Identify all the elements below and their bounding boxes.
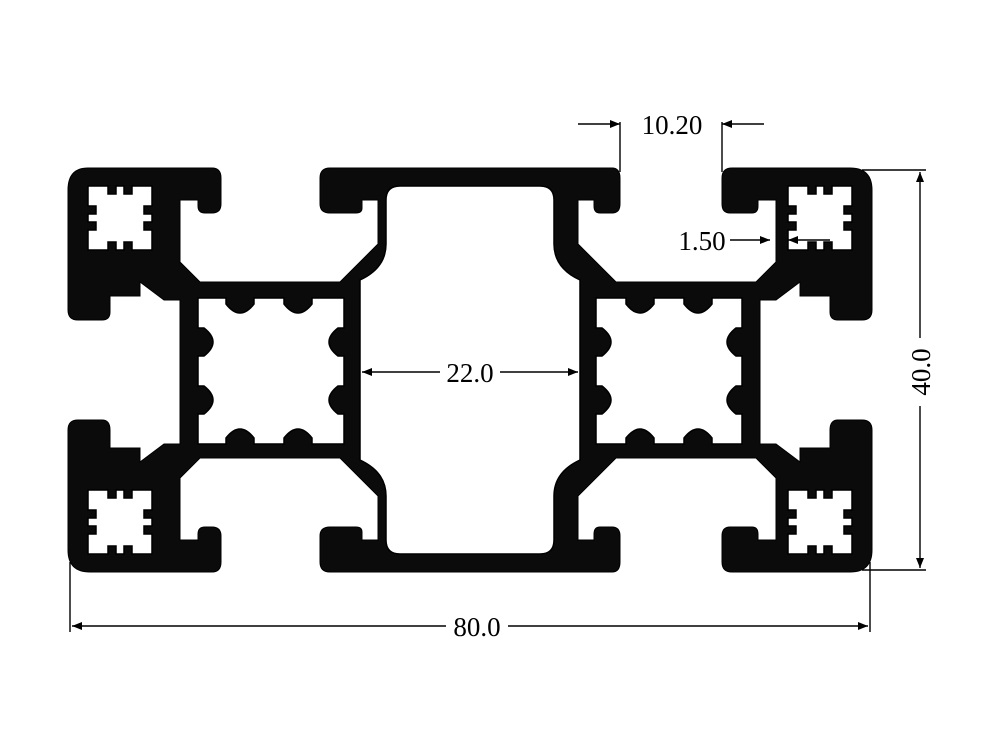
dimension-slot-width: 10.20 — [578, 110, 764, 172]
corner-channel-bottom-right — [787, 489, 853, 555]
profile-cross-section — [67, 167, 873, 573]
overall-width-label: 80.0 — [453, 612, 500, 642]
overall-height-label: 40.0 — [906, 348, 936, 395]
dimension-overall-height: 40.0 — [862, 169, 936, 571]
center-chamber — [359, 185, 581, 555]
core-cavity-left — [197, 297, 345, 445]
dimension-center-gap: 22.0 — [362, 358, 578, 388]
dimension-wall-thickness: 1.50 — [678, 226, 830, 256]
core-cavity-right — [595, 297, 743, 445]
corner-channel-bottom-left — [87, 489, 153, 555]
center-gap-label: 22.0 — [446, 358, 493, 388]
corner-channel-top-left — [87, 185, 153, 251]
slot-width-label: 10.20 — [642, 110, 703, 140]
dimension-overall-width: 80.0 — [69, 562, 871, 642]
corner-channel-top-right — [787, 185, 853, 251]
wall-thickness-label: 1.50 — [678, 226, 725, 256]
